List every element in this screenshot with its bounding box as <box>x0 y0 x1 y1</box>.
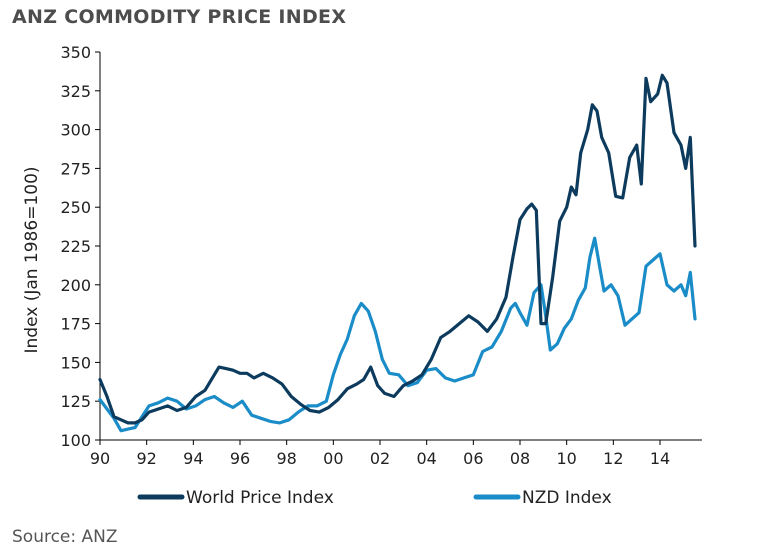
axes: 100 125 150 175 200 225 250 275 300 325 350 90 92 94 9… <box>60 43 702 468</box>
series-line-nzd-index <box>98 236 697 433</box>
chart-title: ANZ COMMODITY PRICE INDEX <box>12 6 347 28</box>
x-tick-label: 06 <box>463 449 483 468</box>
y-tick-label: 100 <box>60 431 91 450</box>
y-tick-label: 175 <box>60 315 91 334</box>
x-tick-label: 92 <box>136 449 156 468</box>
legend-label-nzd-index: NZD Index <box>522 488 612 508</box>
source-note: Source: ANZ <box>12 527 118 547</box>
y-tick-label: 200 <box>60 276 91 295</box>
x-tick-label: 08 <box>510 449 530 468</box>
y-tick-label: 350 <box>60 43 91 62</box>
y-tick-label: 150 <box>60 353 91 372</box>
y-tick-label: 225 <box>60 237 91 256</box>
series-line-world-price-index <box>98 73 697 425</box>
chart-area: 100 125 150 175 200 225 250 275 300 325 350 90 92 94 9… <box>22 43 702 508</box>
y-tick-label: 275 <box>60 159 91 178</box>
x-tick-label: 12 <box>603 449 623 468</box>
y-tick-label: 300 <box>60 121 91 140</box>
x-tick-label: 14 <box>650 449 670 468</box>
y-tick-label: 325 <box>60 82 91 101</box>
y-tick-label: 125 <box>60 392 91 411</box>
x-tick-label: 96 <box>230 449 250 468</box>
x-tick-label: 10 <box>556 449 576 468</box>
x-tick-label: 00 <box>323 449 343 468</box>
x-tick-label: 94 <box>183 449 203 468</box>
series-layer <box>98 73 697 433</box>
x-tick-label: 90 <box>90 449 110 468</box>
y-axis-label: Index (Jan 1986=100) <box>22 166 42 353</box>
x-tick-label: 98 <box>276 449 296 468</box>
x-tick-label: 04 <box>416 449 436 468</box>
legend: World Price Index NZD Index <box>137 488 612 508</box>
x-tick-label: 02 <box>370 449 390 468</box>
legend-label-world-price-index: World Price Index <box>186 488 334 508</box>
y-tick-label: 250 <box>60 198 91 217</box>
